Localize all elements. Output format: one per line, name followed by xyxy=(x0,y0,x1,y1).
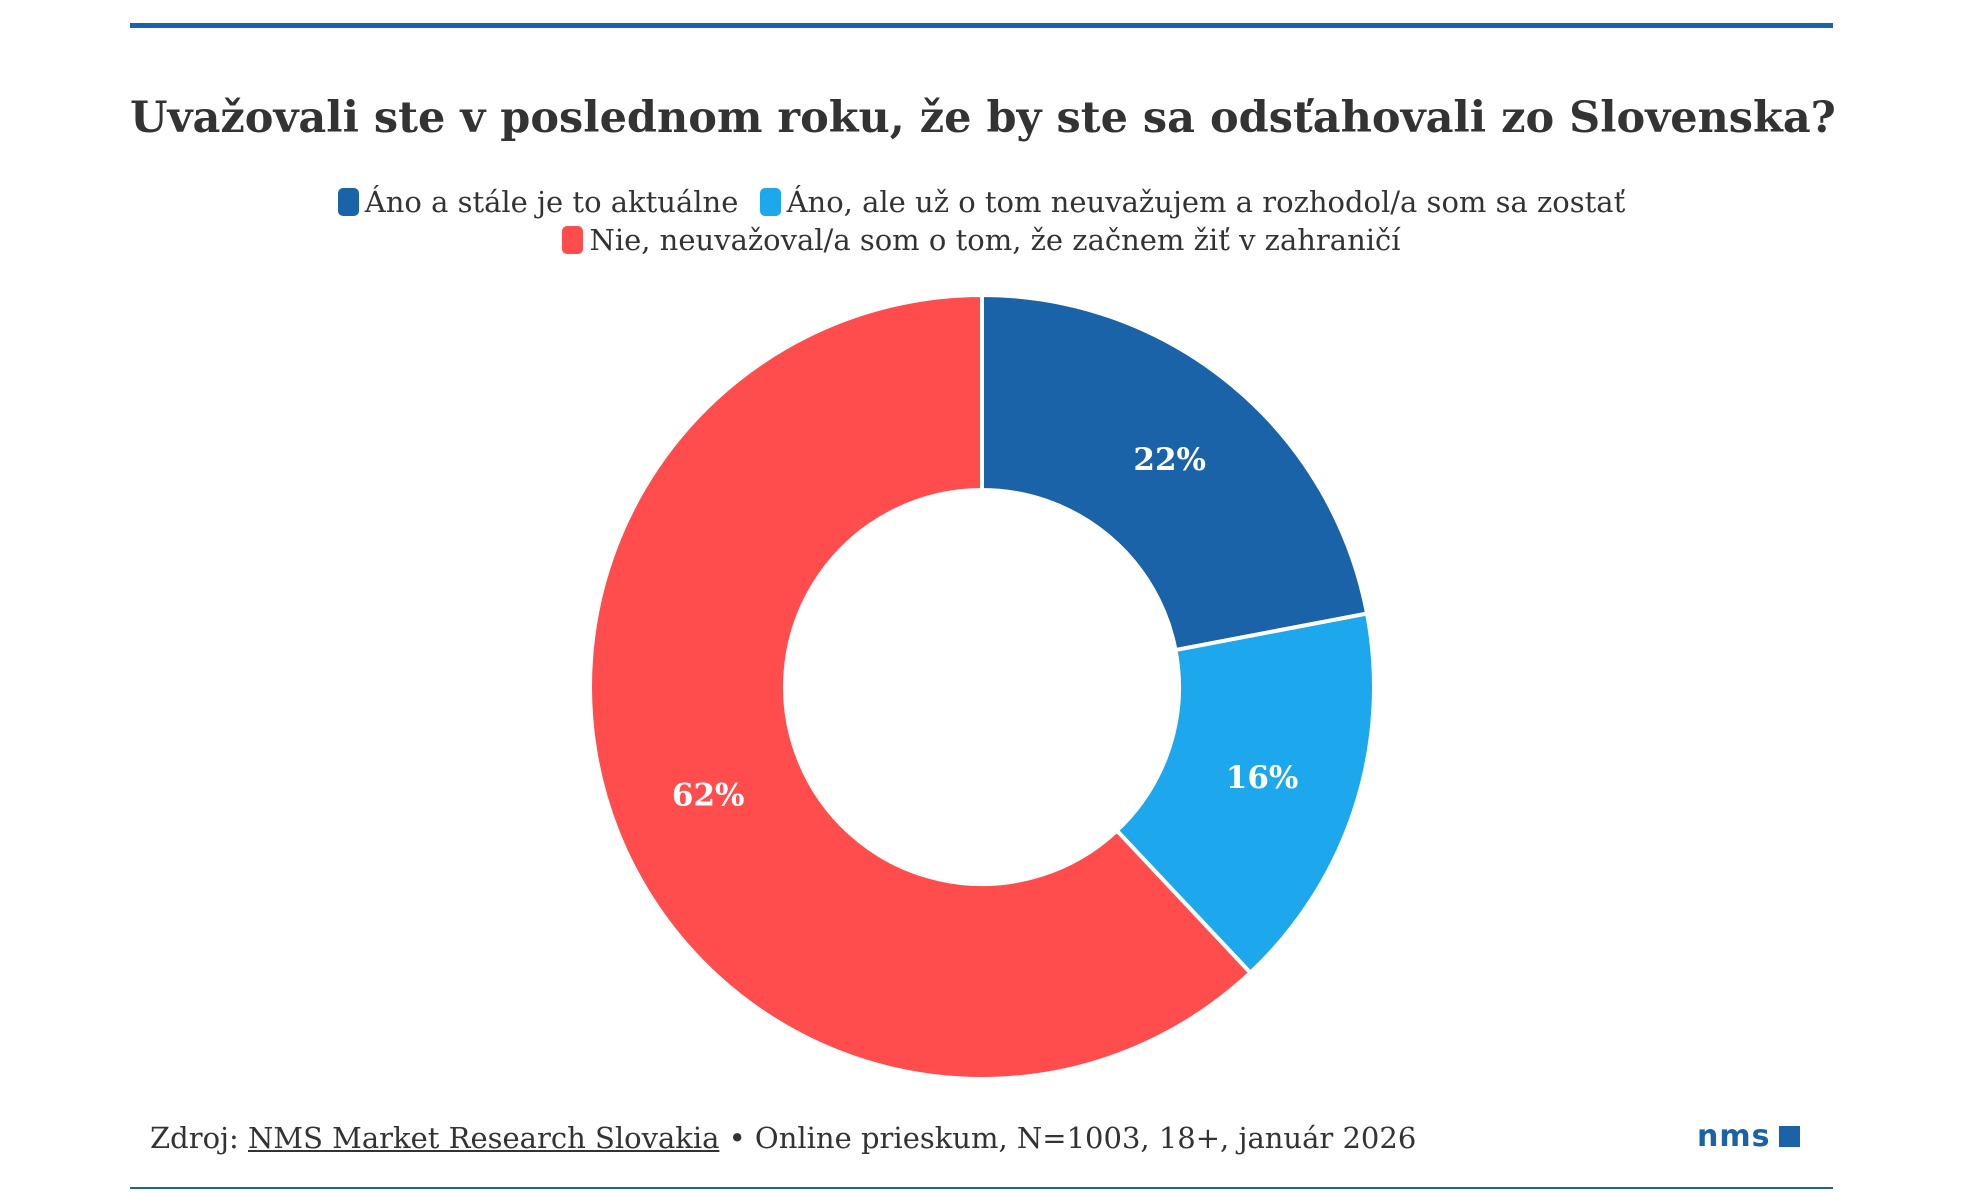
donut-slice-ano-zostat[interactable] xyxy=(1114,611,1376,975)
bottom-rule xyxy=(130,1187,1833,1189)
logo-square-icon xyxy=(1779,1125,1801,1147)
legend-swatch-ano-zostat xyxy=(759,188,781,216)
legend-label: Áno, ale už o tom neuvažujem a rozhodol/… xyxy=(786,185,1626,219)
nms-logo: nms xyxy=(1697,1116,1801,1156)
source-link[interactable]: NMS Market Research Slovakia xyxy=(248,1121,720,1155)
source-note: Zdroj: NMS Market Research Slovakia • On… xyxy=(150,1118,1416,1158)
donut-slice-labels: 22% 16% 62% xyxy=(672,442,1299,813)
slice-label-ano-zostat: 16% xyxy=(1226,760,1299,796)
legend-swatch-nie xyxy=(562,226,584,254)
legend-swatch-ano-aktualne xyxy=(337,188,359,216)
donut-slices xyxy=(588,293,1376,1081)
donut-slice-nie[interactable] xyxy=(588,293,1253,1081)
legend-row-2: Nie, neuvažoval/a som o tom, že začnem ž… xyxy=(130,222,1833,262)
logo-text: nms xyxy=(1697,1118,1771,1154)
slice-label-nie: 62% xyxy=(672,777,745,813)
slice-label-ano-aktualne: 22% xyxy=(1133,442,1206,478)
legend-item-nie[interactable]: Nie, neuvažoval/a som o tom, že začnem ž… xyxy=(562,222,1401,258)
donut-slice-ano-aktualne[interactable] xyxy=(980,293,1370,653)
source-suffix: • Online prieskum, N=1003, 18+, január 2… xyxy=(719,1121,1417,1155)
chart-title: Uvažovali ste v poslednom roku, že by st… xyxy=(130,93,1836,143)
legend-row-1: Áno a stále je to aktuálne Áno, ale už o… xyxy=(130,184,1833,224)
source-prefix: Zdroj: xyxy=(150,1121,249,1155)
legend-label: Nie, neuvažoval/a som o tom, že začnem ž… xyxy=(589,223,1401,257)
legend-label: Áno a stále je to aktuálne xyxy=(364,185,739,219)
top-rule xyxy=(130,23,1833,28)
legend-item-ano-aktualne[interactable]: Áno a stále je to aktuálne xyxy=(337,184,739,220)
legend-item-ano-zostat[interactable]: Áno, ale už o tom neuvažujem a rozhodol/… xyxy=(759,184,1626,220)
